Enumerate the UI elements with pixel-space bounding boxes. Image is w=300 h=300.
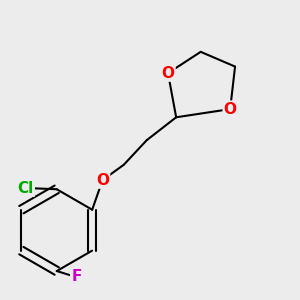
Text: O: O <box>96 172 109 188</box>
Text: Cl: Cl <box>18 181 34 196</box>
Text: O: O <box>224 102 237 117</box>
Text: O: O <box>161 66 175 81</box>
Text: F: F <box>71 269 82 284</box>
